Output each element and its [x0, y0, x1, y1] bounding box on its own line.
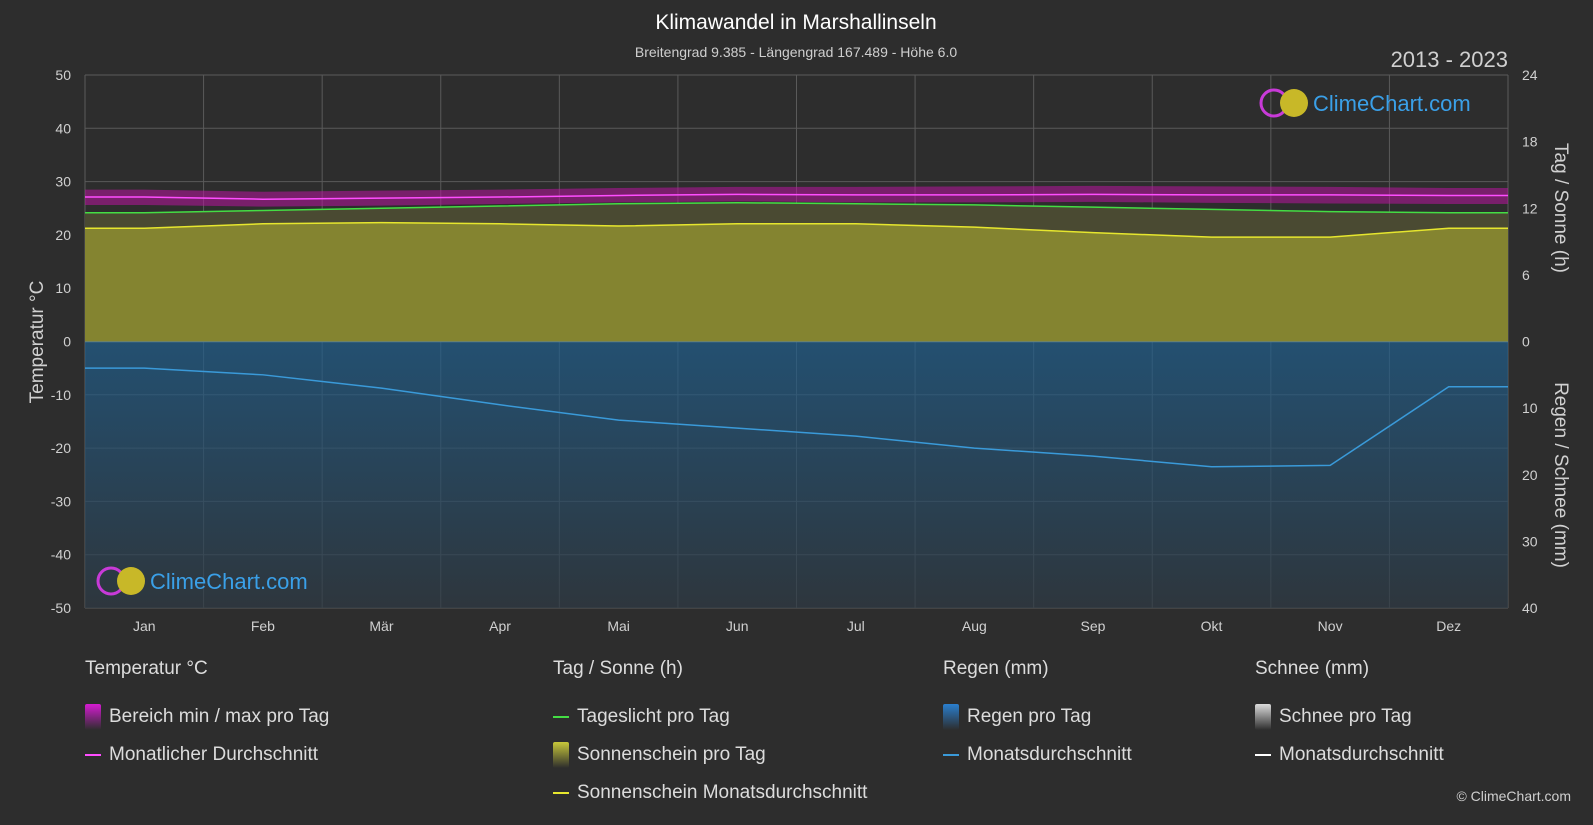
legend-group: Tag / Sonne (h) Tageslicht pro Tag Sonnens…	[553, 658, 867, 812]
right-bottom-tick-label: 30	[1522, 533, 1538, 549]
month-tick-label: Apr	[489, 618, 511, 634]
logo-bottom[interactable]: ClimeChart.com	[96, 566, 308, 596]
year-range: 2013 - 2023	[1391, 47, 1508, 72]
legend-group-title: Regen (mm)	[943, 658, 1049, 679]
legend-item-label: Bereich min / max pro Tag	[109, 706, 330, 727]
legend-item-label: Regen pro Tag	[967, 706, 1092, 727]
temperature-range-band	[85, 185, 1508, 207]
month-tick-label: Jun	[726, 618, 749, 634]
right-top-tick-label: 0	[1522, 334, 1530, 350]
legend-group-title: Schnee (mm)	[1255, 658, 1370, 679]
legend-item: Regen pro Tag	[943, 698, 1132, 736]
legend-item-label: Tageslicht pro Tag	[577, 706, 730, 727]
logo-sun-icon	[1280, 89, 1308, 117]
left-tick-label: 30	[55, 174, 71, 190]
legend-item-label: Monatlicher Durchschnitt	[109, 744, 319, 765]
logo-top[interactable]: ClimeChart.com	[1259, 88, 1471, 118]
legend-item-label: Monatsdurchschnitt	[1279, 744, 1444, 765]
month-tick-label: Nov	[1318, 618, 1343, 634]
month-tick-label: Mär	[369, 618, 393, 634]
legend-item-label: Sonnenschein pro Tag	[577, 744, 766, 765]
month-tick-label: Jan	[133, 618, 156, 634]
month-tick-label: Feb	[251, 618, 275, 634]
legend-swatch-line	[1255, 754, 1271, 756]
series-layer	[85, 185, 1508, 608]
legend-item-label: Sonnenschein Monatsdurchschnitt	[577, 782, 868, 803]
left-tick-label: -20	[51, 440, 71, 456]
chart-subtitle: Breitengrad 9.385 - Längengrad 167.489 -…	[635, 44, 957, 60]
month-tick-label: Dez	[1436, 618, 1461, 634]
legend-item: Monatsdurchschnitt	[943, 736, 1132, 774]
sunshine-band	[85, 222, 1508, 342]
right-bottom-axis-label: Regen / Schnee (mm)	[1550, 382, 1571, 568]
legend-swatch-line	[943, 754, 959, 756]
logo-text: ClimeChart.com	[150, 569, 308, 594]
left-tick-label: 50	[55, 67, 71, 83]
left-tick-label: -50	[51, 600, 71, 616]
legend-group-title: Tag / Sonne (h)	[553, 658, 683, 679]
legend-swatch-box	[1255, 704, 1271, 730]
rain-band	[85, 341, 1508, 608]
right-axis-ticks: 24 18 12 6 0 10 20 30 40	[1522, 67, 1538, 616]
copyright: © ClimeChart.com	[1456, 788, 1571, 804]
month-axis-ticks: Jan Feb Mär Apr Mai Jun Jul Aug Sep Okt Nov Dez	[133, 618, 1461, 634]
right-top-tick-label: 24	[1522, 67, 1538, 83]
month-tick-label: Aug	[962, 618, 987, 634]
daylight-line	[85, 201, 1508, 214]
right-bottom-tick-label: 40	[1522, 600, 1538, 616]
chart-title: Klimawandel in Marshallinseln	[655, 11, 936, 34]
month-tick-label: Mai	[607, 618, 630, 634]
left-tick-label: -10	[51, 387, 71, 403]
left-tick-label: 10	[55, 280, 71, 296]
chart: Klimawandel in Marshallinseln Breitengra…	[27, 11, 1571, 634]
right-top-axis-label: Tag / Sonne (h)	[1550, 143, 1571, 273]
legend-item: Monatsdurchschnitt	[1255, 736, 1444, 774]
left-tick-label: -40	[51, 547, 71, 563]
left-tick-label: 20	[55, 227, 71, 243]
legend-swatch-line	[85, 754, 101, 756]
right-top-tick-label: 6	[1522, 267, 1530, 283]
legend-item: Tageslicht pro Tag	[553, 698, 867, 736]
legend-item: Monatlicher Durchschnitt	[85, 736, 329, 774]
legend-swatch-box	[943, 704, 959, 730]
right-bottom-tick-label: 20	[1522, 467, 1538, 483]
left-tick-label: 40	[55, 120, 71, 136]
logo-sun-icon	[117, 567, 145, 595]
legend-item-label: Monatsdurchschnitt	[967, 744, 1132, 765]
legend-item-label: Schnee pro Tag	[1279, 706, 1412, 727]
left-tick-label: -30	[51, 493, 71, 509]
left-axis-ticks: 50 40 30 20 10 0 -10 -20 -30 -40 -50	[51, 67, 71, 616]
right-top-tick-label: 18	[1522, 134, 1538, 150]
left-axis-label: Temperatur °C	[27, 281, 48, 404]
legend-swatch-box	[553, 742, 569, 768]
legend-group: Schnee (mm) Schnee pro Tag Monatsdurchschn…	[1255, 658, 1444, 774]
legend-swatch-line	[553, 792, 569, 794]
legend-group-title: Temperatur °C	[85, 658, 208, 679]
legend-group: Regen (mm) Regen pro Tag Monatsdurchschnit…	[943, 658, 1132, 774]
month-tick-label: Jul	[847, 618, 865, 634]
temperature-avg-line	[85, 193, 1508, 200]
logo-text: ClimeChart.com	[1313, 91, 1471, 116]
legend-swatch-box	[85, 704, 101, 730]
legend-item: Sonnenschein pro Tag	[553, 736, 867, 774]
legend-item: Schnee pro Tag	[1255, 698, 1444, 736]
rain-avg-line	[85, 367, 1508, 468]
legend-group: Temperatur °C Bereich min / max pro Tag Mo…	[85, 658, 329, 774]
legend-swatch-line	[553, 716, 569, 718]
legend-item: Sonnenschein Monatsdurchschnitt	[553, 774, 867, 812]
month-tick-label: Sep	[1080, 618, 1105, 634]
right-bottom-tick-label: 10	[1522, 400, 1538, 416]
month-tick-label: Okt	[1201, 618, 1223, 634]
sunshine-avg-line	[85, 221, 1508, 238]
left-tick-label: 0	[63, 334, 71, 350]
legend-item: Bereich min / max pro Tag	[85, 698, 329, 736]
right-top-tick-label: 12	[1522, 200, 1538, 216]
